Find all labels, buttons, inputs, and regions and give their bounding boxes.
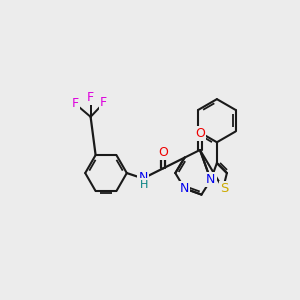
Text: O: O: [158, 146, 168, 159]
Text: N: N: [206, 173, 215, 186]
Text: O: O: [195, 127, 205, 140]
Text: N: N: [180, 182, 189, 195]
Text: F: F: [100, 97, 107, 110]
Text: F: F: [87, 91, 94, 104]
Text: N: N: [138, 171, 148, 184]
Text: F: F: [72, 97, 79, 110]
Text: S: S: [220, 182, 228, 195]
Text: H: H: [140, 180, 148, 190]
